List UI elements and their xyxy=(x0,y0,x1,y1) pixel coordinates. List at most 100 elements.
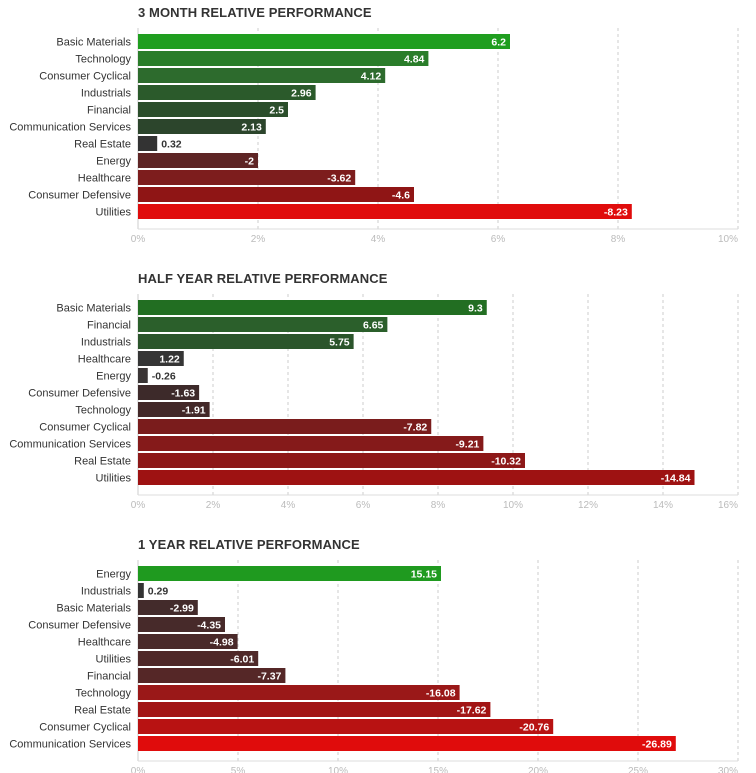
category-label: Energy xyxy=(96,569,131,581)
x-tick-label: 2% xyxy=(251,234,266,245)
x-tick-label: 30% xyxy=(718,766,738,773)
x-tick-label: 15% xyxy=(428,766,448,773)
value-label: 2.96 xyxy=(291,88,312,100)
x-tick-label: 0% xyxy=(131,766,146,773)
bar[interactable] xyxy=(138,600,198,615)
bar[interactable] xyxy=(138,736,676,751)
chart-panel-1-year: 1 YEAR RELATIVE PERFORMANCE 0% 5% 10% 15% 20… xyxy=(0,532,756,773)
x-tick-label: 6% xyxy=(356,500,371,511)
bar[interactable] xyxy=(138,204,632,219)
category-label: Consumer Defensive xyxy=(28,620,131,632)
category-label: Communication Services xyxy=(9,122,131,134)
category-label: Healthcare xyxy=(78,637,131,649)
value-label: 2.5 xyxy=(269,105,284,117)
x-tick-label: 0% xyxy=(131,500,146,511)
bar[interactable] xyxy=(138,385,200,400)
category-label: Industrials xyxy=(81,88,132,100)
value-label: 0.32 xyxy=(161,139,182,151)
category-label: Financial xyxy=(87,320,131,332)
bar[interactable] xyxy=(138,368,148,383)
value-label: -10.32 xyxy=(491,456,521,468)
category-label: Financial xyxy=(87,105,131,117)
value-label: 4.12 xyxy=(361,71,382,83)
x-tick-label: 10% xyxy=(718,234,738,245)
x-tick-label: 25% xyxy=(628,766,648,773)
bar[interactable] xyxy=(138,351,184,366)
bar[interactable] xyxy=(138,187,414,202)
value-label: -6.01 xyxy=(230,654,254,666)
category-label: Industrials xyxy=(81,337,132,349)
bar[interactable] xyxy=(138,719,554,734)
bar[interactable] xyxy=(138,668,286,683)
bar[interactable] xyxy=(138,102,288,117)
category-label: Real Estate xyxy=(74,705,131,717)
category-label: Real Estate xyxy=(74,139,131,151)
value-label: -1.63 xyxy=(171,388,195,400)
category-label: Communication Services xyxy=(9,739,131,751)
bar[interactable] xyxy=(138,436,484,451)
x-tick-label: 5% xyxy=(231,766,246,773)
value-label: -8.23 xyxy=(604,207,628,219)
bar[interactable] xyxy=(138,702,491,717)
value-label: 0.29 xyxy=(148,586,169,598)
value-label: -20.76 xyxy=(519,722,549,734)
value-label: -17.62 xyxy=(457,705,487,717)
category-label: Consumer Cyclical xyxy=(39,422,131,434)
category-label: Communication Services xyxy=(9,439,131,451)
chart-title: 3 MONTH RELATIVE PERFORMANCE xyxy=(138,5,372,20)
category-label: Technology xyxy=(75,405,131,417)
value-label: -26.89 xyxy=(642,739,672,751)
bar-chart-half-year: 0% 2% 4% 6% 8% 10% 12% 14% 16% Basic Materials 9.3… xyxy=(9,294,739,511)
bar[interactable] xyxy=(138,617,225,632)
bar[interactable] xyxy=(138,334,354,349)
x-tick-label: 8% xyxy=(611,234,626,245)
x-tick-label: 6% xyxy=(491,234,506,245)
bar[interactable] xyxy=(138,153,258,168)
category-label: Consumer Defensive xyxy=(28,388,131,400)
bar[interactable] xyxy=(138,136,158,151)
value-label: 5.75 xyxy=(329,337,350,349)
x-tick-label: 4% xyxy=(281,500,296,511)
value-label: -0.26 xyxy=(152,371,176,383)
bar[interactable] xyxy=(138,317,388,332)
category-label: Industrials xyxy=(81,586,132,598)
bar[interactable] xyxy=(138,634,238,649)
category-label: Basic Materials xyxy=(56,603,131,615)
value-label: 2.13 xyxy=(241,122,262,134)
bar[interactable] xyxy=(138,402,210,417)
bar[interactable] xyxy=(138,419,432,434)
bar[interactable] xyxy=(138,51,429,66)
category-label: Healthcare xyxy=(78,354,131,366)
category-label: Utilities xyxy=(96,207,132,219)
bar-chart-1-year: 0% 5% 10% 15% 20% 25% 30% Energy 15.15 Industrial… xyxy=(9,560,739,773)
value-label: -16.08 xyxy=(426,688,456,700)
bar[interactable] xyxy=(138,85,316,100)
bar[interactable] xyxy=(138,470,695,485)
x-tick-label: 12% xyxy=(578,500,598,511)
category-label: Energy xyxy=(96,371,131,383)
bar[interactable] xyxy=(138,170,356,185)
chart-panel-3-month: 3 MONTH RELATIVE PERFORMANCE 0% 2% 4% 6% 8% 1… xyxy=(0,0,756,266)
x-tick-label: 2% xyxy=(206,500,221,511)
value-label: 1.22 xyxy=(159,354,180,366)
category-label: Basic Materials xyxy=(56,303,131,315)
value-label: -14.84 xyxy=(661,473,691,485)
value-label: 6.2 xyxy=(491,37,506,49)
bar-chart-3-month: 0% 2% 4% 6% 8% 10% Basic Materials 6.2 Technolog… xyxy=(9,28,739,245)
bar[interactable] xyxy=(138,300,487,315)
bar[interactable] xyxy=(138,651,259,666)
bar[interactable] xyxy=(138,34,510,49)
bar[interactable] xyxy=(138,453,525,468)
value-label: -9.21 xyxy=(455,439,479,451)
bar[interactable] xyxy=(138,583,144,598)
category-label: Utilities xyxy=(96,473,132,485)
bar[interactable] xyxy=(138,685,460,700)
bar[interactable] xyxy=(138,119,266,134)
value-label: -7.82 xyxy=(403,422,427,434)
x-tick-label: 20% xyxy=(528,766,548,773)
bar[interactable] xyxy=(138,566,441,581)
value-label: -4.6 xyxy=(392,190,410,202)
category-label: Technology xyxy=(75,688,131,700)
x-tick-label: 0% xyxy=(131,234,146,245)
bar[interactable] xyxy=(138,68,386,83)
